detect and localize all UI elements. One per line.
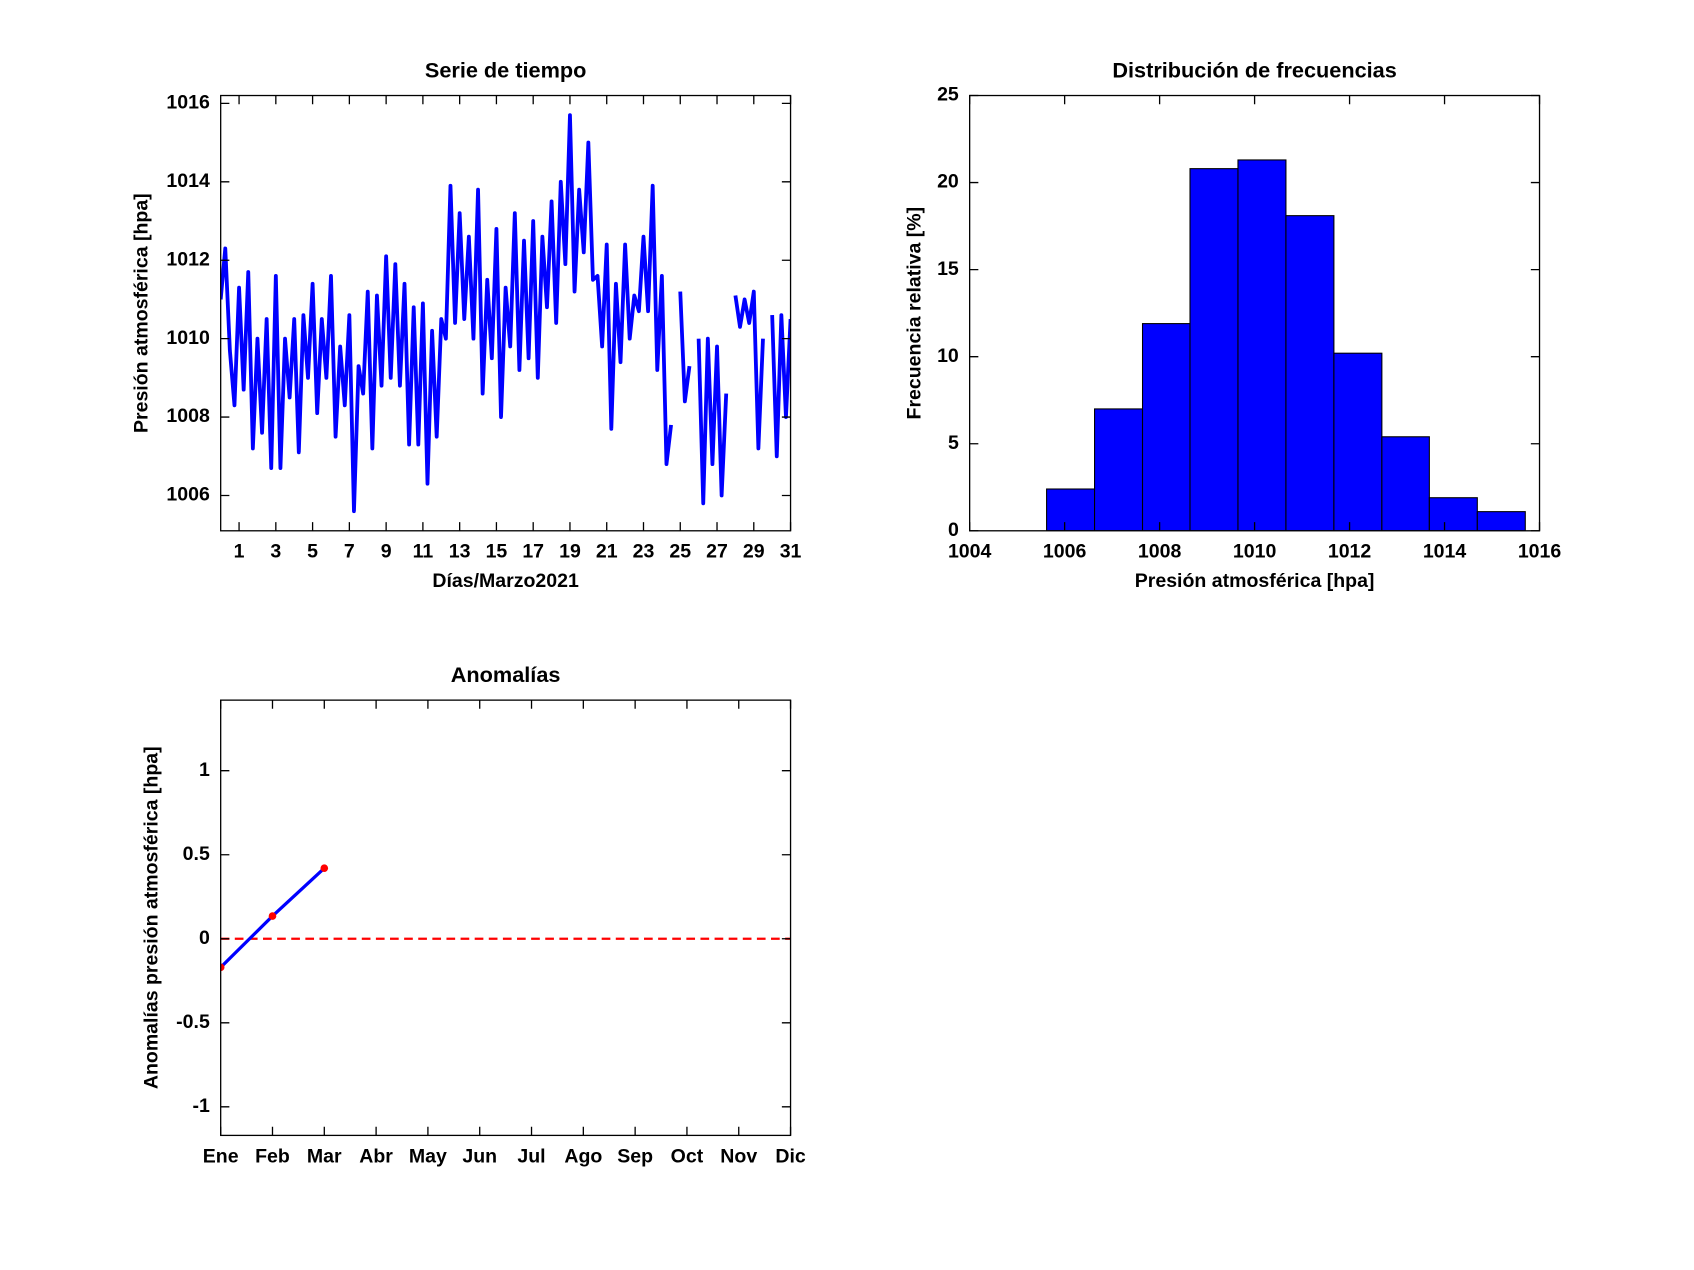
y-tick-label: 1 xyxy=(199,759,210,781)
x-tick-label: 11 xyxy=(413,541,434,563)
x-tick-label: Ago xyxy=(564,1145,602,1167)
x-tick-label: 1012 xyxy=(1328,541,1372,563)
point xyxy=(268,912,277,920)
x-tick-label: Jun xyxy=(462,1145,497,1167)
point xyxy=(220,963,225,972)
histogram-bar xyxy=(1237,159,1287,531)
x-tick-label: 21 xyxy=(596,541,618,563)
x-axis-label: Presión atmosférica [hpa] xyxy=(1135,570,1375,592)
x-tick-label: Ene xyxy=(203,1145,239,1167)
x-tick-label: 15 xyxy=(486,541,508,563)
x-tick-label: 1 xyxy=(234,541,245,563)
histogram-bar xyxy=(1428,497,1478,531)
point xyxy=(320,864,329,872)
x-tick-label: 19 xyxy=(559,541,581,563)
y-tick-label: 0 xyxy=(948,519,959,541)
series-line xyxy=(220,113,791,514)
subplot: 0 5 10 15 20 25 1004 1006 1008 1010 1012 1014 1016 Di… xyxy=(904,57,1562,592)
chart-title: Distribución de frecuencias xyxy=(1112,57,1396,82)
y-tick-label: 0 xyxy=(199,927,210,949)
x-tick-label: 27 xyxy=(706,541,728,563)
y-tick-label: 1008 xyxy=(166,405,210,427)
chart-title: Anomalías xyxy=(451,662,561,687)
y-axis-label: Anomalías presión atmosférica [hpa] xyxy=(140,746,162,1089)
x-tick-label: Oct xyxy=(671,1145,704,1167)
y-tick-label: 1010 xyxy=(166,327,210,349)
x-tick-label: Feb xyxy=(255,1145,290,1167)
histogram-bar xyxy=(1476,511,1526,531)
histogram-bar xyxy=(1141,323,1191,531)
x-tick-label: 1006 xyxy=(1043,541,1087,563)
plot-area xyxy=(220,864,791,972)
x-tick-label: 29 xyxy=(743,541,765,563)
x-tick-label: 1010 xyxy=(1233,541,1277,563)
plot-area xyxy=(220,113,791,514)
x-tick-label: Abr xyxy=(359,1145,393,1167)
x-tick-label: 1004 xyxy=(948,541,992,563)
histogram-bar xyxy=(1381,436,1430,531)
x-axis-label: Días/Marzo2021 xyxy=(432,570,579,592)
x-tick-label: Dic xyxy=(775,1145,806,1167)
x-tick-label: 17 xyxy=(522,541,544,563)
x-tick-label: Nov xyxy=(720,1145,757,1167)
x-tick-label: 9 xyxy=(381,541,392,563)
x-tick-label: 25 xyxy=(669,541,691,563)
x-tick-label: 7 xyxy=(344,541,355,563)
y-tick-label: 1016 xyxy=(166,92,210,114)
plot-area xyxy=(1046,159,1526,531)
x-tick-label: 1014 xyxy=(1423,541,1467,563)
y-axis-label: Presión atmosférica [hpa] xyxy=(131,193,153,433)
y-tick-label: 1006 xyxy=(166,484,210,506)
histogram-bar xyxy=(1189,168,1239,531)
axes-frame xyxy=(220,699,792,1137)
axes-frame xyxy=(220,94,792,532)
subplot: -1 -0.5 0 0.5 1 Ene Feb Mar Abr May Jun Jul Ago Sep Oc… xyxy=(140,662,805,1167)
y-tick-label: 15 xyxy=(937,258,959,280)
y-tick-label: 25 xyxy=(937,84,959,106)
y-tick-label: -1 xyxy=(192,1095,209,1117)
x-tick-label: Jul xyxy=(517,1145,545,1167)
chart-title: Serie de tiempo xyxy=(425,57,587,82)
y-tick-label: 5 xyxy=(948,432,959,454)
y-tick-label: 1012 xyxy=(166,248,210,270)
x-tick-label: 5 xyxy=(307,541,318,563)
x-tick-label: 1016 xyxy=(1518,541,1562,563)
y-axis-label: Frecuencia relativa [%] xyxy=(904,207,926,420)
x-tick-label: 31 xyxy=(780,541,802,563)
histogram-bar xyxy=(1285,215,1335,531)
x-tick-label: 13 xyxy=(449,541,471,563)
histogram-bar xyxy=(1333,352,1383,531)
x-tick-label: 23 xyxy=(633,541,655,563)
x-tick-label: Mar xyxy=(307,1145,342,1167)
histogram-bar xyxy=(1094,408,1144,531)
x-tick-label: May xyxy=(409,1145,447,1167)
y-tick-label: 0.5 xyxy=(183,843,210,865)
y-tick-label: 1014 xyxy=(166,170,210,192)
x-tick-label: Sep xyxy=(617,1145,653,1167)
histogram-bar xyxy=(1046,488,1096,531)
y-tick-label: 20 xyxy=(937,171,959,193)
x-tick-label: 3 xyxy=(270,541,281,563)
y-tick-label: -0.5 xyxy=(176,1011,210,1033)
y-tick-label: 10 xyxy=(937,345,959,367)
x-tick-label: 1008 xyxy=(1138,541,1182,563)
